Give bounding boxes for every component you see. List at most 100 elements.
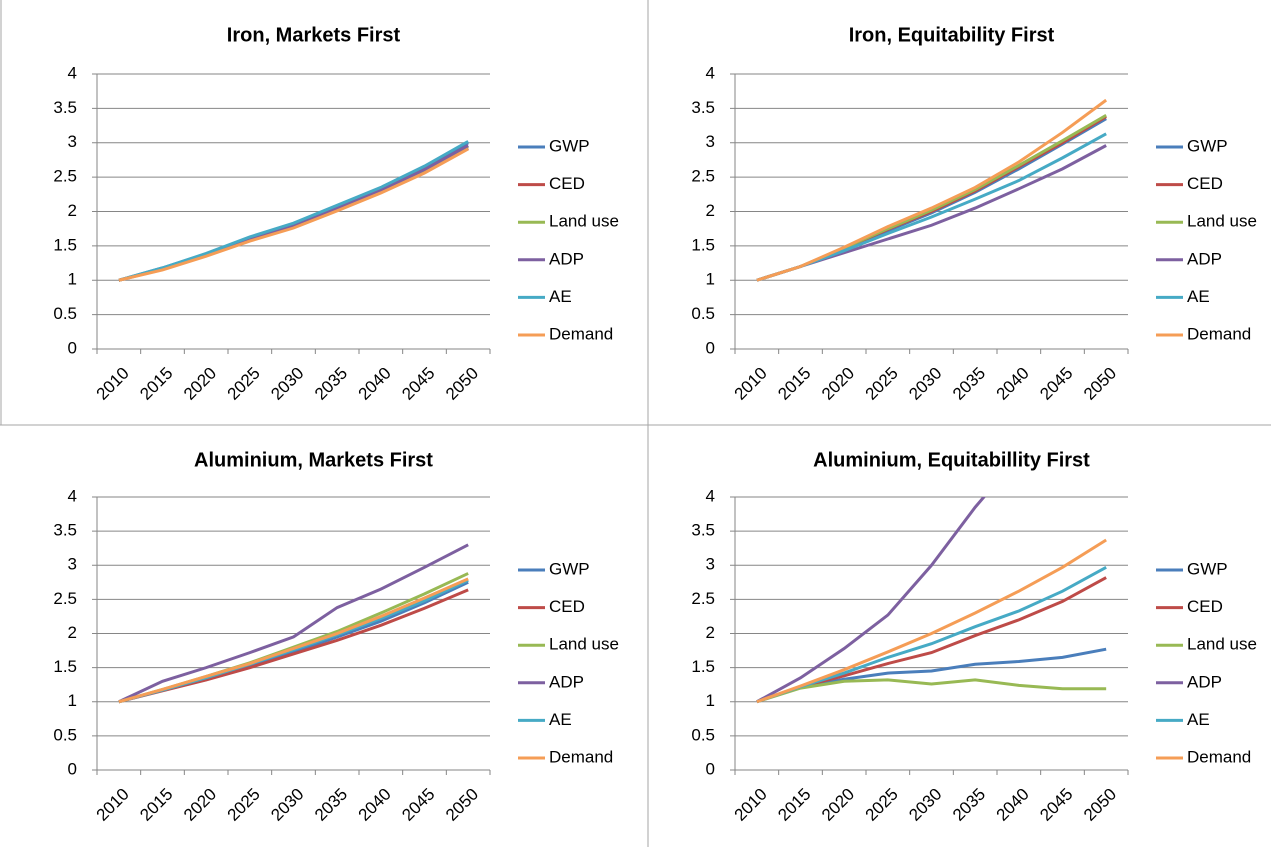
- legend-label: AE: [1187, 710, 1210, 729]
- y-tick-label: 0.5: [691, 725, 715, 744]
- legend-label: GWP: [1187, 559, 1228, 578]
- y-tick-label: 3.5: [691, 98, 715, 117]
- series-line: [756, 647, 1107, 704]
- legend-label: GWP: [549, 136, 590, 155]
- y-tick-label: 1: [68, 691, 77, 710]
- y-tick-label: 3: [706, 555, 715, 574]
- y-tick-label: 1: [68, 270, 77, 289]
- legend-label: ADP: [549, 249, 584, 268]
- x-tick-label: 2020: [818, 785, 858, 825]
- y-tick-label: 4: [68, 486, 77, 505]
- x-tick-label: 2050: [1080, 785, 1120, 825]
- chart-title: Aluminium, Markets First: [194, 449, 433, 471]
- x-tick-label: 2020: [180, 785, 220, 825]
- y-tick-label: 3.5: [53, 98, 77, 117]
- x-tick-label: 2045: [398, 364, 438, 404]
- x-tick-label: 2045: [1036, 364, 1076, 404]
- y-tick-label: 1: [706, 270, 715, 289]
- x-tick-label: 2010: [731, 364, 771, 404]
- series-line: [118, 146, 469, 282]
- legend-label: CED: [1187, 174, 1223, 193]
- y-tick-label: 0.5: [53, 304, 77, 323]
- series-line: [118, 147, 469, 282]
- legend-label: Land use: [549, 635, 619, 654]
- y-tick-label: 1.5: [53, 235, 77, 254]
- y-tick-label: 3: [68, 132, 77, 151]
- y-tick-label: 2.5: [691, 167, 715, 186]
- x-tick-label: 2050: [442, 364, 482, 404]
- x-tick-label: 2030: [267, 364, 307, 404]
- chart-title: Aluminium, Equitabillity First: [813, 449, 1090, 471]
- y-tick-label: 2.5: [691, 589, 715, 608]
- y-tick-label: 1.5: [691, 235, 715, 254]
- x-tick-label: 2035: [311, 785, 351, 825]
- chart-title: Iron, Equitability First: [849, 24, 1055, 46]
- y-tick-label: 3.5: [691, 521, 715, 540]
- y-tick-label: 2: [68, 201, 77, 220]
- series-line: [756, 115, 1107, 282]
- legend-label: Demand: [549, 324, 613, 343]
- y-tick-label: 2: [706, 201, 715, 220]
- y-tick-label: 4: [68, 63, 77, 82]
- y-tick-label: 4: [706, 486, 715, 505]
- x-tick-label: 2025: [224, 364, 264, 404]
- legend-label: GWP: [1187, 136, 1228, 155]
- x-tick-label: 2040: [993, 785, 1033, 825]
- chart-panel: Iron, Markets First 0 0.5 1 1.5 2 2.5 3 3.5 4 2010…: [53, 24, 619, 403]
- x-tick-label: 2015: [136, 364, 176, 404]
- x-tick-label: 2035: [949, 364, 989, 404]
- y-tick-label: 2.5: [53, 167, 77, 186]
- x-tick-label: 2010: [731, 785, 771, 825]
- legend-label: ADP: [1187, 249, 1222, 268]
- x-tick-label: 2035: [311, 364, 351, 404]
- legend-label: Land use: [1187, 212, 1257, 231]
- y-tick-label: 0: [68, 338, 77, 357]
- x-tick-label: 2010: [93, 364, 133, 404]
- series-line: [756, 678, 1107, 704]
- series-line: [118, 144, 469, 282]
- series-line: [756, 98, 1108, 282]
- legend-label: Demand: [1187, 747, 1251, 766]
- y-tick-label: 3: [706, 132, 715, 151]
- x-tick-label: 2045: [1036, 785, 1076, 825]
- x-tick-label: 2020: [180, 364, 220, 404]
- chart-title: Iron, Markets First: [227, 24, 401, 46]
- x-tick-label: 2030: [267, 785, 307, 825]
- series-line: [118, 577, 469, 704]
- x-tick-label: 2040: [993, 364, 1033, 404]
- legend-label: Demand: [549, 747, 613, 766]
- x-tick-label: 2015: [774, 785, 814, 825]
- y-tick-label: 0: [706, 338, 715, 357]
- y-tick-label: 2.5: [53, 589, 77, 608]
- legend-label: CED: [549, 174, 585, 193]
- x-tick-label: 2025: [224, 785, 264, 825]
- legend-label: AE: [1187, 287, 1210, 306]
- legend-label: AE: [549, 710, 572, 729]
- x-tick-label: 2050: [442, 785, 482, 825]
- y-tick-label: 0.5: [691, 304, 715, 323]
- legend-label: CED: [549, 597, 585, 616]
- series-line: [118, 144, 469, 282]
- legend-label: GWP: [549, 559, 590, 578]
- legend-label: AE: [549, 287, 572, 306]
- series-line: [118, 543, 469, 704]
- x-tick-label: 2040: [355, 364, 395, 404]
- legend-label: Demand: [1187, 324, 1251, 343]
- y-tick-label: 2: [706, 623, 715, 642]
- chart-panel: Iron, Equitability First 0 0.5 1 1.5 2 2.5 3 3.5…: [691, 24, 1257, 403]
- y-tick-label: 1.5: [691, 657, 715, 676]
- x-tick-label: 2035: [949, 785, 989, 825]
- y-tick-label: 3.5: [53, 521, 77, 540]
- series-line: [756, 497, 986, 704]
- legend-label: CED: [1187, 597, 1223, 616]
- x-tick-label: 2030: [905, 785, 945, 825]
- y-tick-label: 4: [706, 63, 715, 82]
- y-tick-label: 1.5: [53, 657, 77, 676]
- y-tick-label: 1: [706, 691, 715, 710]
- x-tick-label: 2050: [1080, 364, 1120, 404]
- x-tick-label: 2010: [93, 785, 133, 825]
- x-tick-label: 2015: [774, 364, 814, 404]
- x-tick-label: 2045: [398, 785, 438, 825]
- x-tick-label: 2030: [905, 364, 945, 404]
